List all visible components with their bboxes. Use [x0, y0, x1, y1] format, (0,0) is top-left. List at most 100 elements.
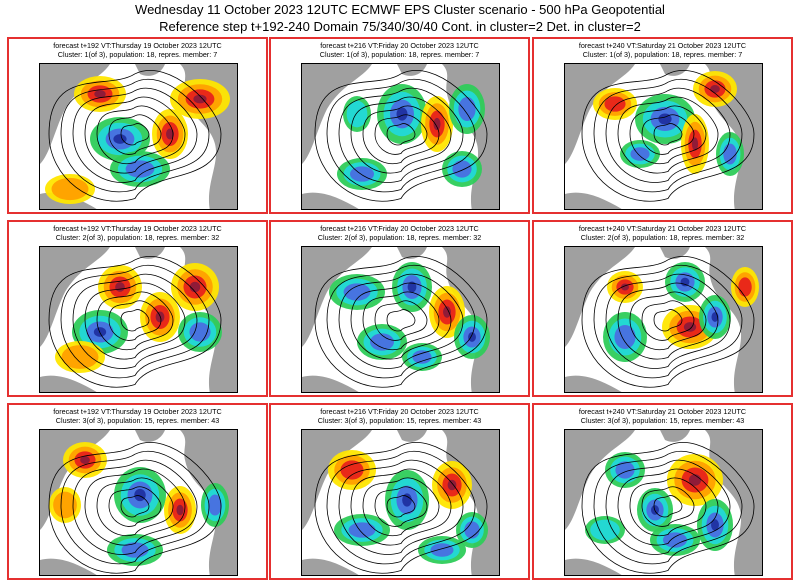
panel-title: forecast t+216 VT:Friday 20 October 2023… [320, 224, 479, 233]
geopotential-contour [120, 123, 150, 146]
positive-anomaly-area [176, 504, 184, 516]
land-mass [565, 64, 635, 164]
geopotential-map [301, 246, 500, 393]
geopotential-contour [72, 459, 198, 555]
geopotential-contour [48, 70, 222, 202]
geopotential-map [564, 429, 763, 576]
geopotential-contour [72, 273, 198, 369]
page-header: Wednesday 11 October 2023 12UTC ECMWF EP… [0, 0, 800, 36]
panel-subtitle: Cluster: 3(of 3), population: 15, repres… [55, 416, 220, 425]
map-panel: forecast t+216 VT:Friday 20 October 2023… [269, 37, 530, 214]
negative-anomaly-area [458, 97, 476, 121]
geopotential-map [39, 246, 238, 393]
positive-anomaly-area [433, 117, 441, 131]
geopotential-contour [326, 265, 476, 379]
land-mass [660, 430, 690, 442]
land-mass [302, 375, 359, 392]
geopotential-map [301, 429, 500, 576]
positive-anomaly-area [155, 311, 165, 323]
geopotential-contour [641, 300, 695, 341]
negative-anomaly-area [430, 543, 454, 557]
land-mass [565, 192, 622, 209]
geopotential-contour [120, 495, 150, 518]
geopotential-contour [593, 451, 743, 565]
geopotential-contour [653, 495, 683, 518]
map-panel: forecast t+240 VT:Saturday 21 October 20… [532, 37, 793, 214]
land-mass [135, 247, 165, 259]
panel-subtitle: Cluster: 2(of 3), population: 18, repres… [317, 233, 482, 242]
positive-anomaly-area [447, 479, 457, 491]
negative-anomaly-area [680, 277, 690, 287]
map-canvas [302, 247, 499, 392]
map-panel: forecast t+192 VT:Thursday 19 October 20… [7, 220, 268, 397]
map-panel: forecast t+192 VT:Thursday 19 October 20… [7, 37, 268, 214]
map-canvas [565, 247, 762, 392]
geopotential-map [301, 63, 500, 210]
geopotential-contour [581, 70, 755, 202]
land-mass [135, 430, 165, 442]
geopotential-contour [350, 468, 452, 546]
geopotential-contour [581, 442, 755, 574]
geopotential-contour [617, 282, 719, 360]
geopotential-contour [605, 459, 731, 555]
positive-anomaly-area [94, 90, 106, 98]
panel-title: forecast t+240 VT:Saturday 21 October 20… [578, 407, 747, 416]
geopotential-contour [314, 256, 488, 388]
negative-anomaly-area [125, 160, 155, 178]
positive-anomaly-area [193, 94, 207, 104]
land-mass [180, 430, 237, 575]
map-panel: forecast t+192 VT:Thursday 19 October 20… [7, 403, 268, 580]
geopotential-contour [641, 114, 695, 155]
land-mass [302, 430, 372, 530]
land-mass [302, 247, 372, 347]
land-mass [565, 430, 635, 530]
land-mass [397, 430, 427, 442]
geopotential-contour [593, 79, 743, 193]
geopotential-contour [350, 96, 452, 174]
land-mass [705, 430, 762, 575]
positive-anomaly-area [710, 85, 720, 93]
map-canvas [302, 64, 499, 209]
map-canvas [302, 430, 499, 575]
map-panel: forecast t+240 VT:Saturday 21 October 20… [532, 403, 793, 580]
land-mass [565, 247, 635, 347]
map-panel: forecast t+240 VT:Saturday 21 October 20… [532, 220, 793, 397]
geopotential-contour [48, 256, 222, 388]
negative-anomaly-area [407, 281, 417, 293]
map-canvas [565, 64, 762, 209]
land-mass [565, 558, 622, 575]
panel-subtitle: Cluster: 1(of 3), population: 18, repres… [57, 50, 218, 59]
land-mass [40, 375, 97, 392]
geopotential-contour [350, 282, 452, 360]
geopotential-map [39, 429, 238, 576]
positive-anomaly-area [683, 322, 697, 332]
negative-anomaly-area [464, 521, 480, 539]
land-mass [565, 375, 622, 392]
land-mass [40, 558, 97, 575]
geopotential-contour [374, 300, 428, 341]
panel-subtitle: Cluster: 1(of 3), population: 18, repres… [319, 50, 480, 59]
geopotential-contour [84, 282, 186, 360]
geopotential-contour [386, 495, 416, 518]
geopotential-contour [338, 273, 464, 369]
geopotential-contour [374, 486, 428, 527]
panel-title: forecast t+240 VT:Saturday 21 October 20… [578, 41, 747, 50]
land-mass [40, 430, 110, 530]
negative-anomaly-area [396, 107, 408, 121]
positive-anomaly-area [80, 456, 90, 464]
map-canvas [40, 247, 237, 392]
geopotential-contour [60, 451, 210, 565]
negative-anomaly-area [412, 350, 432, 364]
geopotential-contour [60, 265, 210, 379]
geopotential-contour [48, 442, 222, 574]
panel-title: forecast t+216 VT:Friday 20 October 2023… [320, 407, 479, 416]
land-mass [397, 64, 427, 76]
negative-anomaly-area [346, 100, 368, 128]
geopotential-contour [653, 309, 683, 332]
geopotential-contour [629, 105, 707, 165]
negative-anomaly-area [402, 493, 412, 507]
land-mass [397, 247, 427, 259]
geopotential-contour [629, 477, 707, 537]
page-subtitle: Reference step t+192-240 Domain 75/340/3… [159, 19, 641, 34]
geopotential-contour [120, 309, 150, 332]
